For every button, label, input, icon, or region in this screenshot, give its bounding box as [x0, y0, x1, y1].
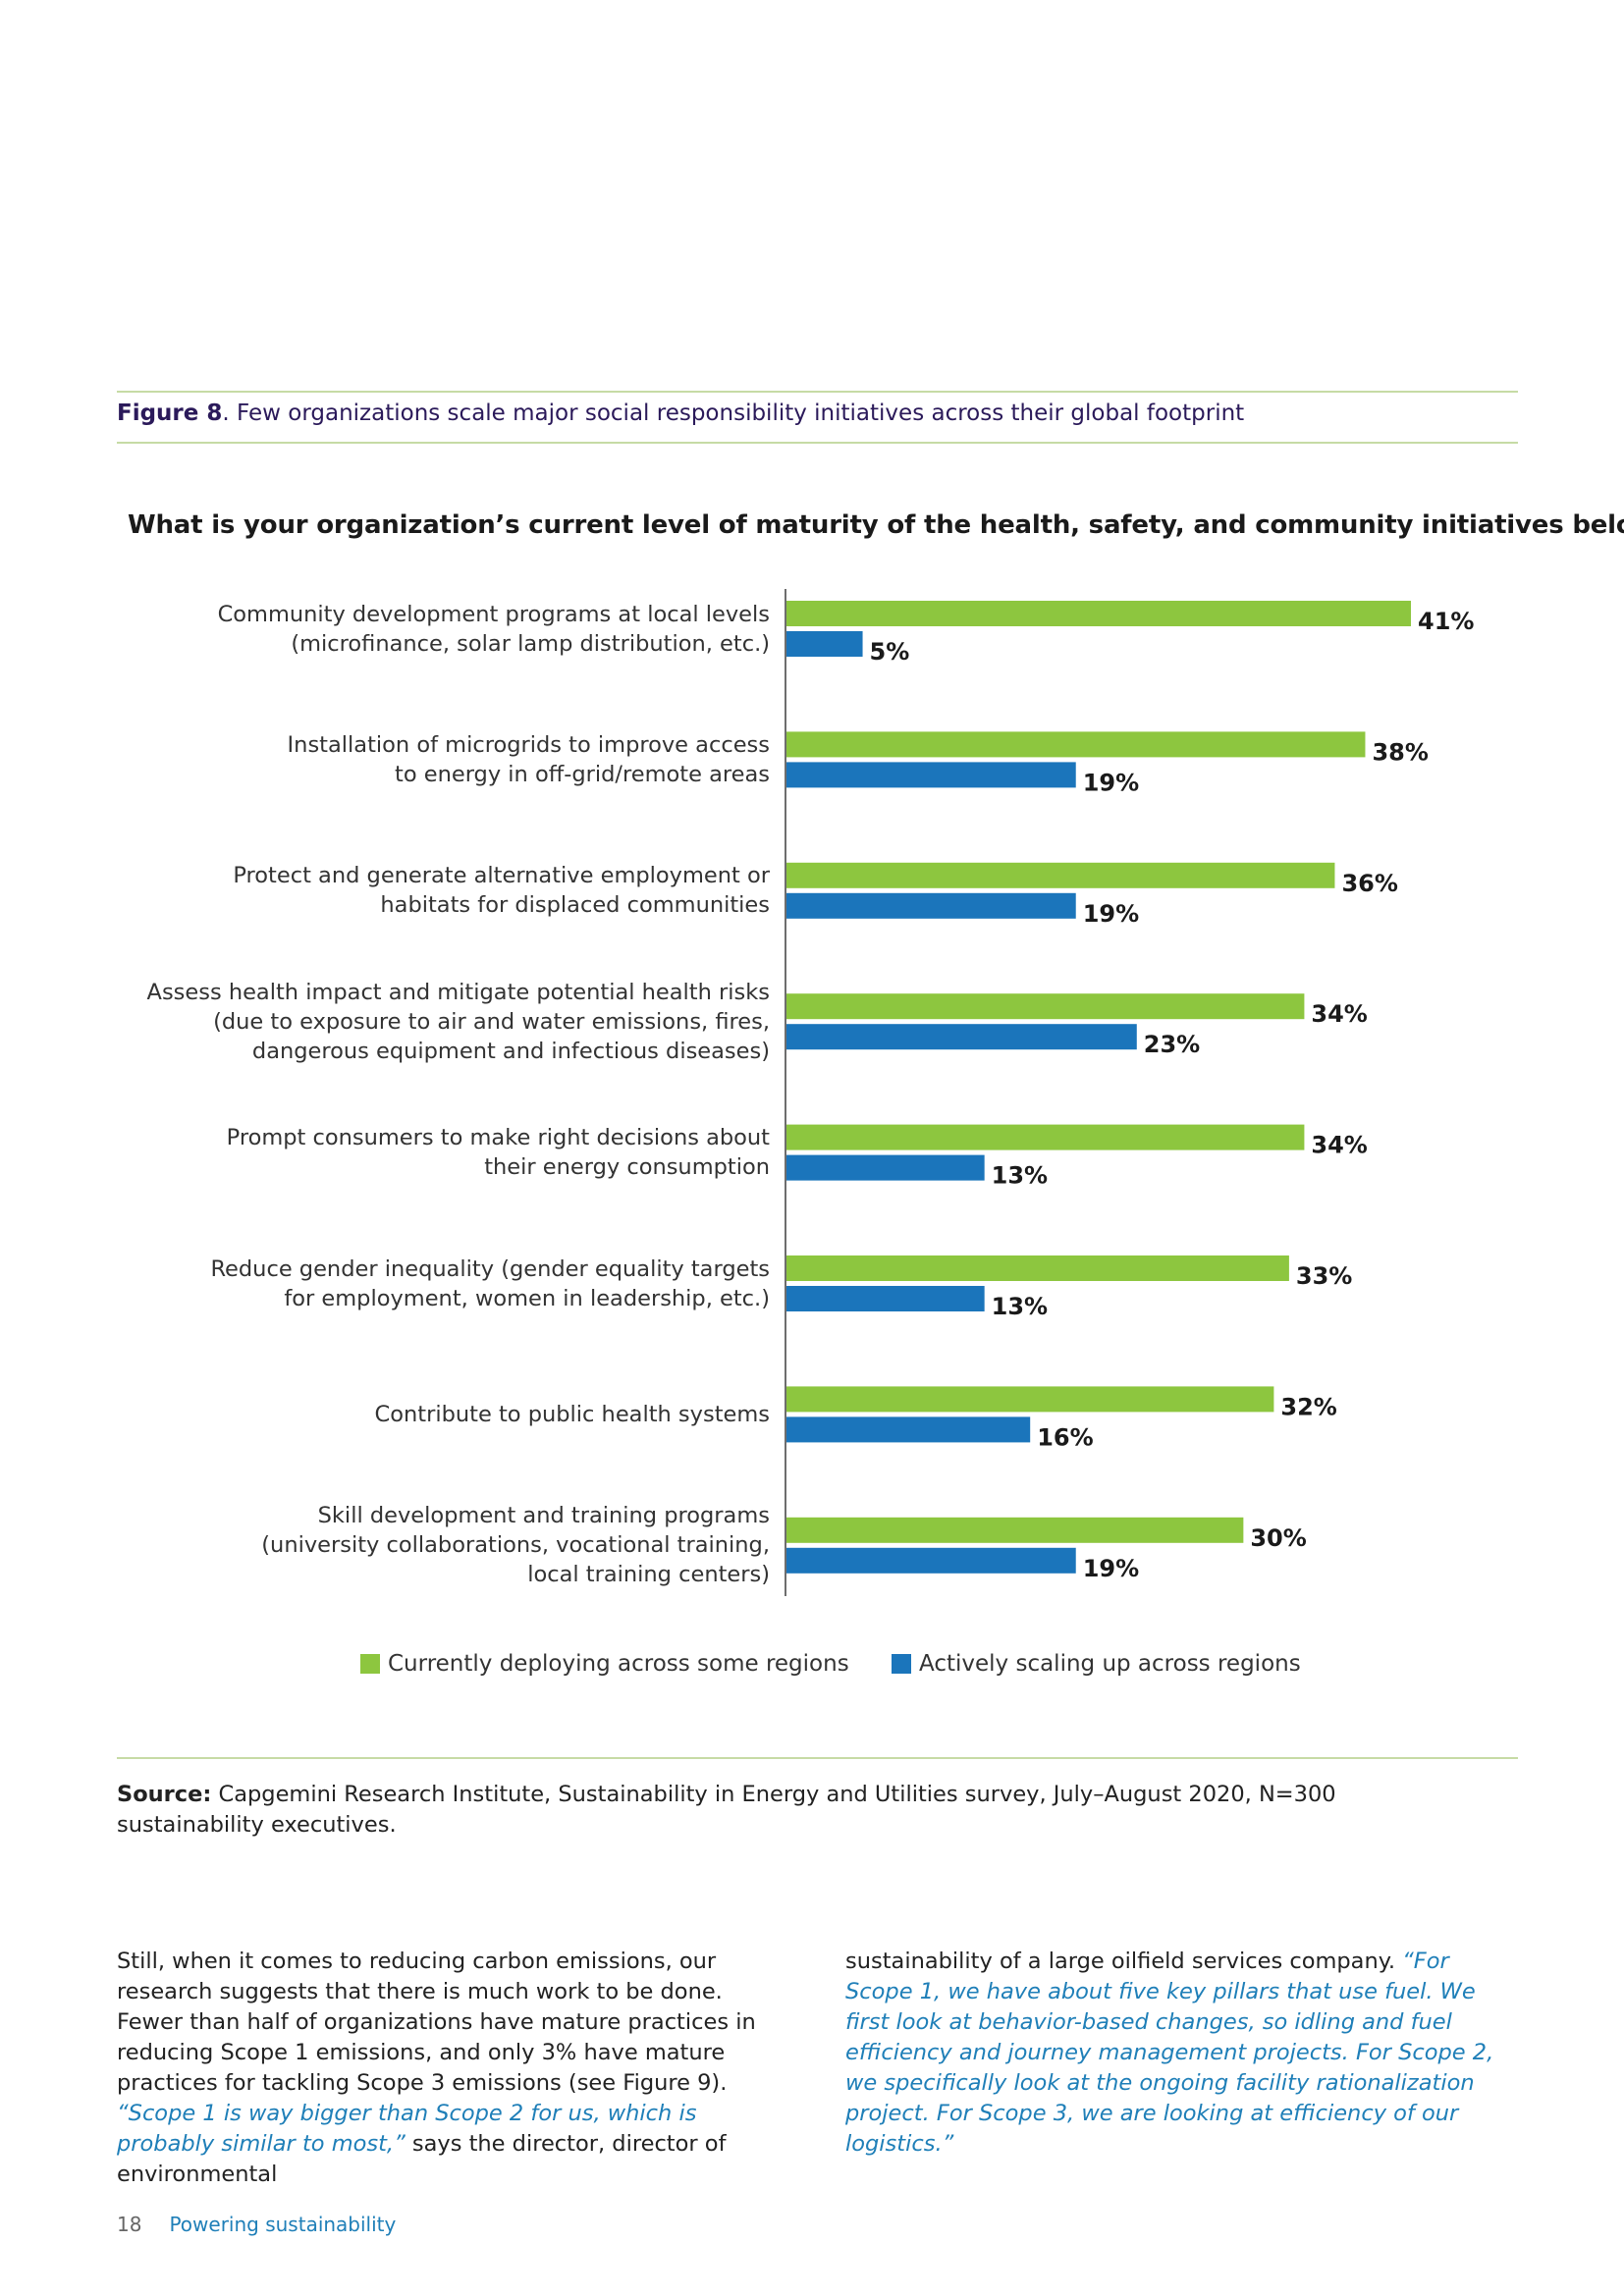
- value-label-scaling: 19%: [1083, 769, 1139, 796]
- value-label-deploying: 30%: [1250, 1524, 1306, 1552]
- value-label-scaling: 16%: [1037, 1423, 1093, 1451]
- bar-deploying: [786, 731, 1366, 758]
- bar-scaling: [786, 1547, 1076, 1574]
- category-label: Contribute to public health systems: [374, 1401, 770, 1427]
- value-label-deploying: 36%: [1341, 870, 1397, 897]
- figure-caption: Figure 8. Few organizations scale major …: [117, 400, 1244, 426]
- bar-deploying: [786, 1255, 1289, 1281]
- body-left-tail: says the director, director of environme…: [117, 2131, 727, 2187]
- bar-scaling: [786, 892, 1076, 919]
- body-right-column: sustainability of a large oilfield servi…: [845, 1947, 1523, 2160]
- page-number: 18: [117, 2213, 142, 2236]
- value-label-scaling: 5%: [870, 638, 910, 666]
- legend-item-scaling: Actively scaling up across regions: [892, 1651, 1301, 1677]
- bar-deploying: [786, 993, 1305, 1020]
- bar-deploying: [786, 862, 1335, 888]
- body-left-quote: “Scope 1 is way bigger than Scope 2 for …: [117, 2101, 697, 2157]
- source-text: Capgemini Research Institute, Sustainabi…: [117, 1782, 1336, 1838]
- bar-deploying: [786, 601, 1411, 626]
- figure-caption-text: . Few organizations scale major social r…: [222, 400, 1245, 426]
- value-label-deploying: 32%: [1280, 1393, 1336, 1420]
- value-label-deploying: 34%: [1311, 1132, 1367, 1159]
- footer-title: Powering sustainability: [169, 2213, 397, 2236]
- chart-title: What is your organization’s current leve…: [128, 510, 1624, 540]
- caption-bottom-rule: [117, 442, 1518, 444]
- bar-deploying: [786, 1124, 1305, 1150]
- bar-deploying: [786, 1517, 1244, 1543]
- bar-scaling: [786, 762, 1076, 788]
- category-label: Reduce gender inequality (gender equalit…: [210, 1255, 770, 1311]
- category-label: Assess health impact and mitigate potent…: [146, 979, 770, 1064]
- value-label-scaling: 13%: [992, 1293, 1048, 1320]
- category-label: Prompt consumers to make right decisions…: [226, 1125, 770, 1181]
- caption-top-rule: [117, 391, 1518, 393]
- legend-swatch-green: [360, 1654, 380, 1674]
- source-label: Source:: [117, 1782, 212, 1807]
- value-label-deploying: 38%: [1372, 738, 1428, 766]
- figure-label: Figure 8: [117, 400, 223, 426]
- bar-chart: 41% 5% 38% 19% 36% 19% 34% 23% 34% 13% 33% 13% 32% 16…: [785, 589, 1474, 1596]
- bar-scaling: [786, 1286, 985, 1311]
- body-left-column: Still, when it comes to reducing carbon …: [117, 1947, 794, 2190]
- legend-item-deploying: Currently deploying across some regions: [360, 1651, 849, 1677]
- body-right-quote: “For Scope 1, we have about five key pil…: [845, 1949, 1494, 2157]
- body-right-text: sustainability of a large oilfield servi…: [845, 1949, 1403, 1974]
- value-label-deploying: 34%: [1311, 1000, 1367, 1028]
- bar-scaling: [786, 1154, 985, 1181]
- bar-scaling: [786, 631, 863, 657]
- category-label: Community development programs at local …: [217, 601, 770, 657]
- category-label: Protect and generate alternative employm…: [233, 863, 770, 919]
- value-label-deploying: 41%: [1418, 608, 1474, 635]
- source-note: Source: Capgemini Research Institute, Su…: [117, 1780, 1344, 1841]
- bar-scaling: [786, 1416, 1031, 1443]
- bar-scaling: [786, 1024, 1137, 1050]
- category-label: Installation of microgrids to improve ac…: [287, 731, 770, 787]
- chart-legend: Currently deploying across some regions …: [360, 1651, 1336, 1680]
- body-left-text: Still, when it comes to reducing carbon …: [117, 1949, 756, 2096]
- legend-label-deploying: Currently deploying across some regions: [388, 1651, 849, 1677]
- bar-deploying: [786, 1386, 1274, 1413]
- legend-label-scaling: Actively scaling up across regions: [919, 1651, 1301, 1677]
- value-label-scaling: 23%: [1144, 1031, 1200, 1058]
- legend-swatch-blue: [892, 1654, 911, 1674]
- category-label: Skill development and training programs …: [261, 1503, 770, 1588]
- value-label-scaling: 19%: [1083, 1555, 1139, 1582]
- value-label-deploying: 33%: [1296, 1262, 1352, 1290]
- value-label-scaling: 19%: [1083, 900, 1139, 928]
- value-label-scaling: 13%: [992, 1162, 1048, 1190]
- source-rule: [117, 1757, 1518, 1759]
- page-footer: 18 Powering sustainability: [117, 2213, 396, 2236]
